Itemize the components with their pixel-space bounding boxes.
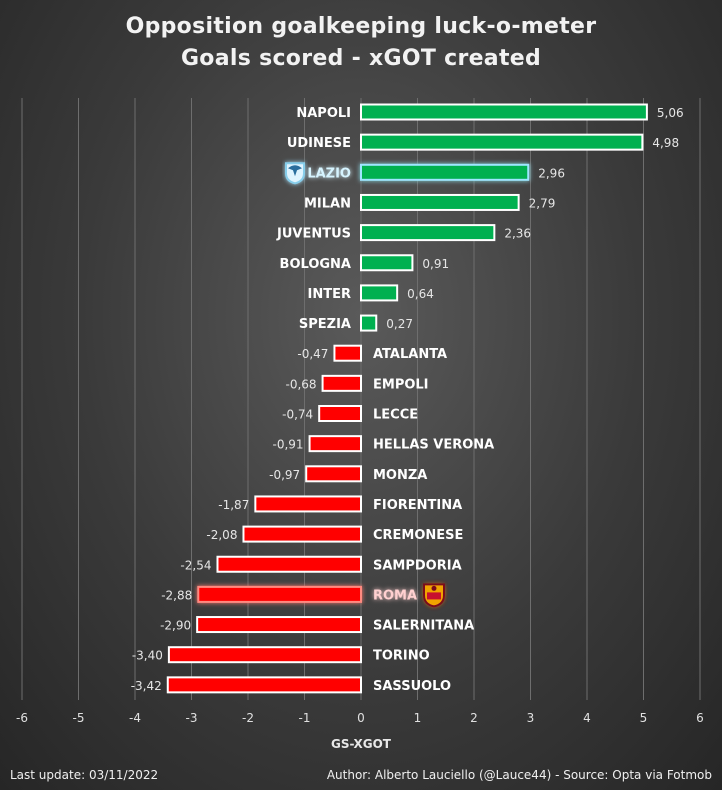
value-label: -3,40 bbox=[132, 649, 163, 663]
category-label: JUVENTUS bbox=[276, 227, 351, 242]
category-label: SASSUOLO bbox=[373, 679, 451, 694]
category-label: ATALANTA bbox=[373, 347, 447, 362]
value-label: -2,88 bbox=[161, 588, 192, 602]
bar-roma bbox=[197, 585, 362, 603]
value-label: -2,54 bbox=[180, 558, 211, 572]
crest-eagle bbox=[288, 165, 302, 177]
category-label: HELLAS VERONA bbox=[373, 438, 494, 453]
bar-hellas-verona bbox=[308, 435, 362, 453]
category-label: INTER bbox=[308, 287, 351, 302]
bar-empoli bbox=[321, 374, 362, 392]
bar-spezia bbox=[360, 314, 378, 332]
category-label: NAPOLI bbox=[296, 106, 351, 121]
value-label: 0,64 bbox=[407, 287, 434, 301]
value-label: 4,98 bbox=[652, 136, 679, 150]
bar-udinese bbox=[360, 133, 644, 151]
x-tick-label: 1 bbox=[414, 711, 422, 725]
bar-cremonese bbox=[242, 525, 362, 543]
value-label: 0,91 bbox=[422, 257, 449, 271]
bar-napoli bbox=[360, 103, 648, 121]
bar-sampdoria bbox=[216, 555, 362, 573]
x-tick-label: 0 bbox=[357, 711, 365, 725]
bar-atalanta bbox=[333, 344, 363, 362]
value-label: -2,90 bbox=[160, 619, 191, 633]
category-label: MONZA bbox=[373, 468, 427, 483]
bar-torino bbox=[167, 646, 362, 664]
x-tick-label: 6 bbox=[696, 711, 704, 725]
lazio-eagle-crest-icon bbox=[285, 162, 305, 185]
bar-monza bbox=[305, 465, 363, 483]
bar-inter bbox=[360, 284, 399, 302]
x-tick-label: 3 bbox=[527, 711, 535, 725]
x-tick-label: -1 bbox=[299, 711, 311, 725]
category-label: TORINO bbox=[373, 649, 430, 664]
category-label: EMPOLI bbox=[373, 377, 429, 392]
gridlines bbox=[21, 98, 701, 700]
chart-subtitle: Goals scored - xGOT created bbox=[180, 46, 542, 71]
value-label: 5,06 bbox=[657, 106, 684, 120]
bar-sassuolo bbox=[166, 676, 362, 694]
chart-title: Opposition goalkeeping luck-o-meter bbox=[125, 14, 597, 39]
bar-lazio bbox=[360, 163, 530, 181]
category-label: UDINESE bbox=[287, 136, 351, 151]
category-label: MILAN bbox=[304, 196, 351, 211]
value-label: -3,42 bbox=[131, 679, 162, 693]
value-label: -0,91 bbox=[273, 438, 304, 452]
value-label: 2,79 bbox=[529, 196, 556, 210]
last-update-text: Last update: 03/11/2022 bbox=[10, 768, 159, 782]
category-label: CREMONESE bbox=[373, 528, 463, 543]
source-credit-text: Author: Alberto Lauciello (@Lauce44) - S… bbox=[326, 768, 712, 782]
category-label: SALERNITANA bbox=[373, 619, 474, 634]
value-label: -1,87 bbox=[218, 498, 249, 512]
x-tick-label: 4 bbox=[583, 711, 591, 725]
bar-bologna bbox=[360, 254, 414, 272]
value-label: -0,74 bbox=[282, 408, 313, 422]
x-tick-label: 5 bbox=[640, 711, 648, 725]
bar-milan bbox=[360, 193, 520, 211]
value-label: 2,96 bbox=[538, 166, 565, 180]
x-tick-label: -2 bbox=[242, 711, 254, 725]
category-label: ROMA bbox=[373, 588, 417, 603]
category-label: FIORENTINA bbox=[373, 498, 462, 513]
crest-band bbox=[427, 592, 441, 600]
value-label: -0,97 bbox=[269, 468, 300, 482]
x-axis: -6 -5 -4 -3 -2 -1 0 1 2 3 4 5 6 bbox=[16, 711, 704, 725]
bar-salernitana bbox=[196, 616, 362, 634]
category-label: SAMPDORIA bbox=[373, 558, 462, 573]
x-tick-label: -4 bbox=[129, 711, 141, 725]
category-label: LAZIO bbox=[307, 166, 351, 181]
value-label: 0,27 bbox=[386, 317, 413, 331]
bar-fiorentina bbox=[254, 495, 362, 513]
x-tick-label: -3 bbox=[186, 711, 198, 725]
x-tick-label: -6 bbox=[16, 711, 28, 725]
labels-group: NAPOLI 5,06 UDINESE 4,98 LAZIO 2,96 MILAN 2,79 J… bbox=[131, 106, 684, 694]
value-label: 2,36 bbox=[504, 227, 531, 241]
bars-group bbox=[166, 103, 648, 694]
x-axis-label: GS-XGOT bbox=[331, 737, 392, 751]
category-label: SPEZIA bbox=[299, 317, 351, 332]
roma-wolf-crest-icon bbox=[423, 583, 445, 608]
bar-juventus bbox=[360, 224, 496, 242]
value-label: -0,68 bbox=[286, 377, 317, 391]
bar-lecce bbox=[318, 405, 363, 422]
x-tick-label: 2 bbox=[470, 711, 478, 725]
category-label: LECCE bbox=[373, 408, 418, 423]
value-label: -2,08 bbox=[206, 528, 237, 542]
crest-wolf bbox=[431, 585, 437, 591]
category-label: BOLOGNA bbox=[280, 257, 351, 272]
x-tick-label: -5 bbox=[73, 711, 85, 725]
value-label: -0,47 bbox=[297, 347, 328, 361]
